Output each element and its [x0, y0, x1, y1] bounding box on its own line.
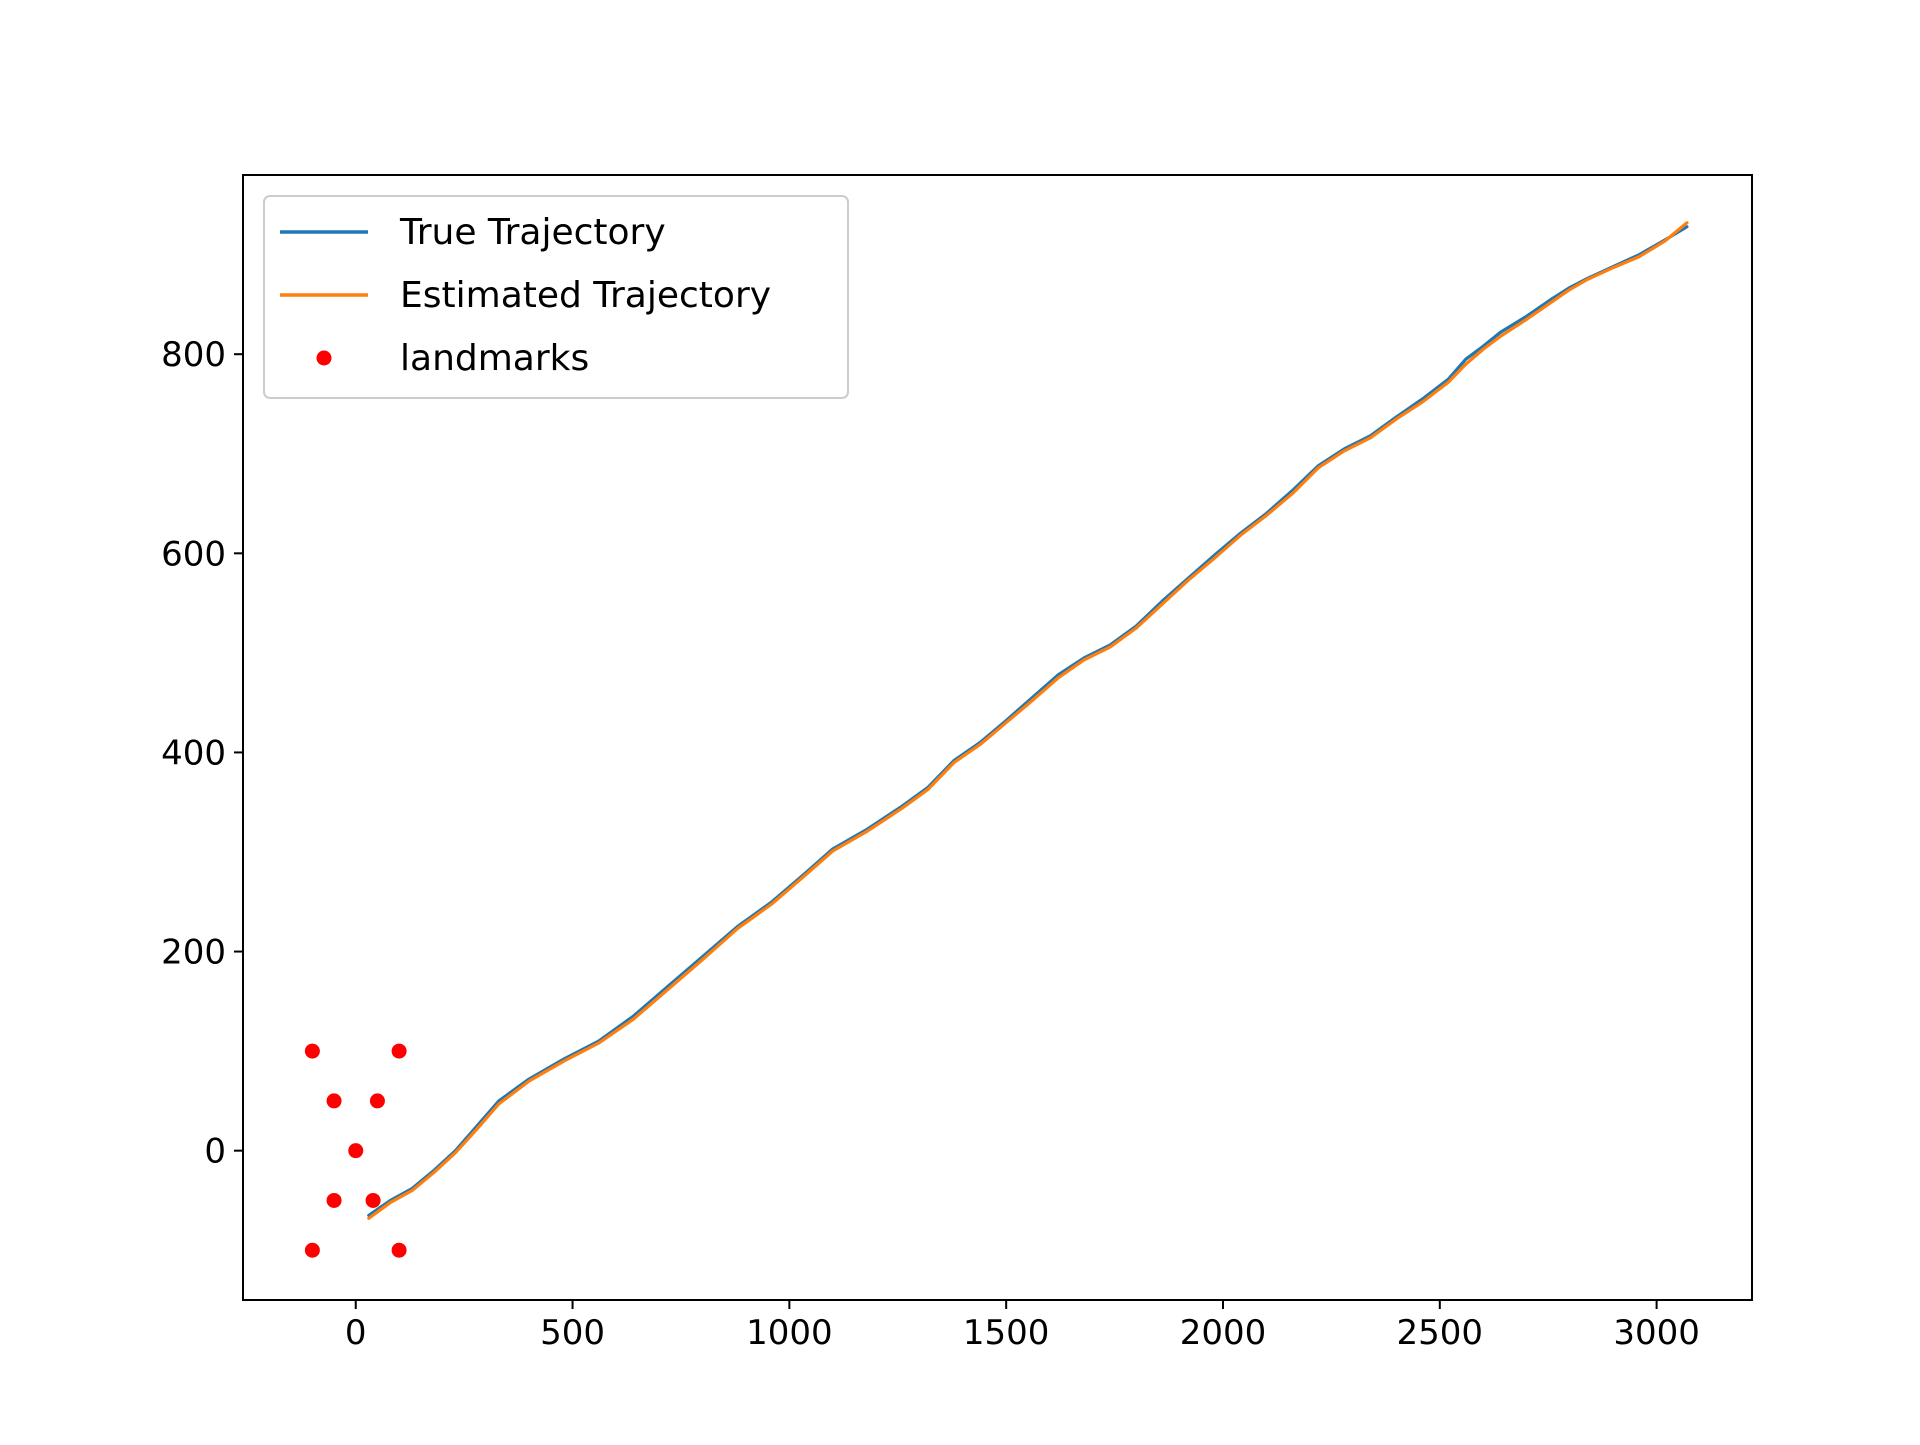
x-tick-label: 1000 [746, 1313, 833, 1353]
legend: True Trajectory Estimated Trajectory landm… [263, 195, 849, 399]
x-tick-label: 2000 [1180, 1313, 1267, 1353]
x-tick-label: 500 [540, 1313, 605, 1353]
landmark-point [304, 1043, 320, 1059]
landmark-point [369, 1093, 385, 1109]
x-tick-label: 1500 [963, 1313, 1050, 1353]
landmark-point [326, 1093, 342, 1109]
landmark-point [391, 1242, 407, 1258]
y-tick-label: 800 [161, 335, 226, 375]
legend-box [263, 195, 849, 399]
y-tick-label: 200 [161, 933, 226, 973]
x-tick-label: 0 [345, 1313, 367, 1353]
landmark-point [348, 1143, 364, 1159]
y-tick-label: 600 [161, 534, 226, 574]
legend-swatch-landmarks [316, 350, 332, 366]
landmark-point [391, 1043, 407, 1059]
landmark-point [365, 1192, 381, 1208]
x-tick-label: 2500 [1397, 1313, 1484, 1353]
landmark-point [304, 1242, 320, 1258]
axes: 0 500 1000 1500 2000 2500 3000 0 200 400 600 800 [161, 174, 1753, 1353]
x-tick-label: 3000 [1613, 1313, 1700, 1353]
legend-label: True Trajectory [399, 212, 666, 253]
y-tick-label: 400 [161, 733, 226, 773]
series-line-estimated [367, 221, 1689, 1220]
series-line-true [367, 225, 1689, 1217]
y-tick-label: 0 [204, 1132, 226, 1172]
landmark-point [326, 1192, 342, 1208]
legend-label: landmarks [400, 338, 589, 379]
axes-frame [242, 174, 1753, 1301]
plot-area [304, 221, 1689, 1258]
legend-label: Estimated Trajectory [400, 275, 771, 316]
